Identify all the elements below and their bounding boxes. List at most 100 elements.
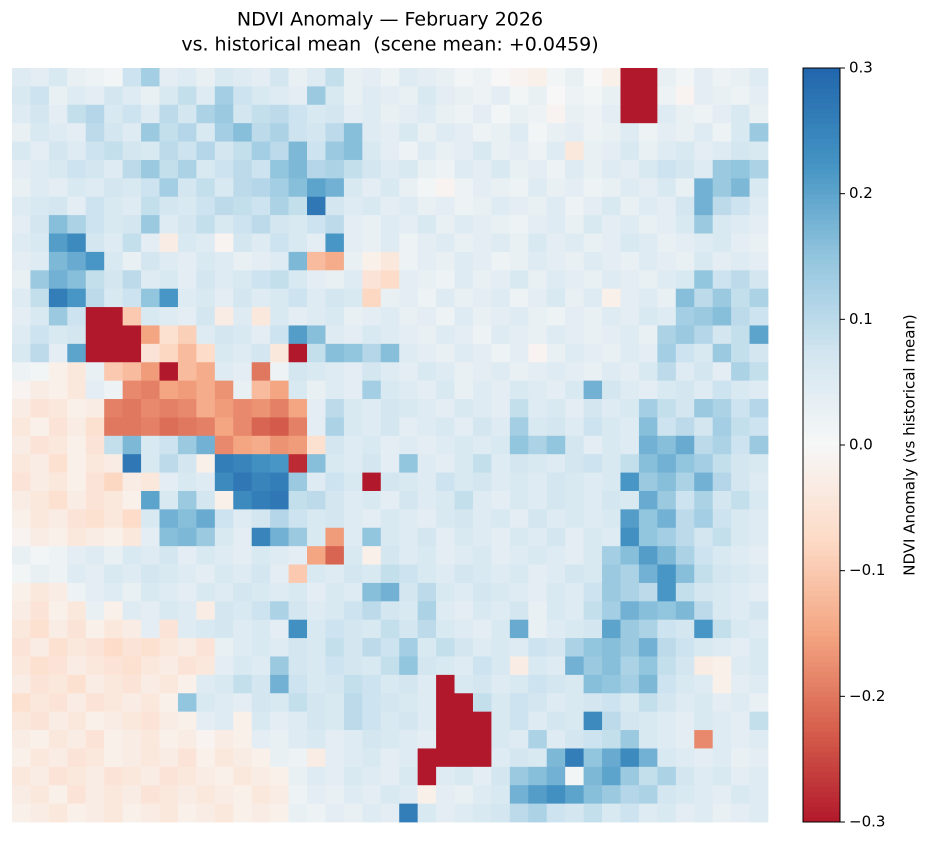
heatmap-cell xyxy=(546,711,566,731)
heatmap-cell xyxy=(270,159,289,179)
heatmap-cell xyxy=(602,674,621,694)
heatmap-cell xyxy=(214,546,234,565)
heatmap-cell xyxy=(509,178,529,198)
heatmap-cell xyxy=(380,803,400,823)
heatmap-cell xyxy=(472,490,492,510)
heatmap-cell xyxy=(343,490,363,510)
heatmap-cell xyxy=(472,251,492,271)
heatmap-cell xyxy=(177,325,197,345)
heatmap-cell xyxy=(436,748,455,768)
heatmap-cell xyxy=(380,104,400,124)
heatmap-cell xyxy=(214,638,234,657)
heatmap-cell xyxy=(380,711,400,731)
heatmap-cell xyxy=(602,803,621,823)
heatmap-cell xyxy=(159,748,179,768)
heatmap-cell xyxy=(122,215,142,234)
heatmap-cell xyxy=(233,546,253,565)
heatmap-cell xyxy=(509,417,529,437)
heatmap-cell xyxy=(509,674,529,694)
heatmap-cell xyxy=(233,674,253,694)
heatmap-cell xyxy=(491,693,511,713)
heatmap-cell xyxy=(565,454,585,473)
heatmap-cell xyxy=(67,527,87,547)
heatmap-cell xyxy=(638,564,658,584)
heatmap-cell xyxy=(159,270,179,290)
heatmap-cell xyxy=(141,674,160,694)
heatmap-cell xyxy=(214,215,234,234)
heatmap-cell xyxy=(307,748,326,768)
heatmap-cell xyxy=(251,251,271,271)
heatmap-cell xyxy=(454,582,474,602)
heatmap-cell xyxy=(307,123,326,142)
heatmap-cell xyxy=(141,748,160,768)
heatmap-cell xyxy=(233,270,253,290)
heatmap-cell xyxy=(731,362,750,382)
heatmap-cell xyxy=(270,638,289,657)
heatmap-cell xyxy=(509,564,529,584)
heatmap-cell xyxy=(472,730,492,749)
heatmap-cell xyxy=(509,159,529,179)
heatmap-cell xyxy=(307,159,326,179)
heatmap-cell xyxy=(177,619,197,639)
heatmap-cell xyxy=(307,380,326,400)
heatmap-cell xyxy=(657,490,677,510)
heatmap-cell xyxy=(270,748,289,768)
heatmap-cell xyxy=(436,564,455,584)
heatmap-cell xyxy=(528,215,548,234)
heatmap-cell xyxy=(380,159,400,179)
heatmap-cell xyxy=(602,546,621,565)
heatmap-cell xyxy=(270,509,289,529)
heatmap-cell xyxy=(509,656,529,676)
colorbar-segment xyxy=(803,801,840,808)
heatmap-cell xyxy=(85,527,105,547)
heatmap-cell xyxy=(12,380,31,400)
heatmap-cell xyxy=(454,251,474,271)
heatmap-cell xyxy=(749,638,769,657)
heatmap-cell xyxy=(141,178,160,198)
heatmap-cell xyxy=(694,141,714,161)
heatmap-cell xyxy=(141,435,160,455)
colorbar-segment xyxy=(803,661,840,667)
heatmap-cell xyxy=(67,472,87,492)
heatmap-cell xyxy=(380,68,400,87)
heatmap-cell xyxy=(343,785,363,805)
heatmap-cell xyxy=(712,270,732,290)
heatmap-cell xyxy=(380,619,400,639)
heatmap-cell xyxy=(30,380,50,400)
heatmap-cell xyxy=(270,674,289,694)
heatmap-cell xyxy=(233,638,253,657)
heatmap-cell xyxy=(159,196,179,216)
heatmap-cell xyxy=(48,380,68,400)
heatmap-cell xyxy=(583,362,603,382)
heatmap-cell xyxy=(546,251,566,271)
heatmap-cell xyxy=(712,766,732,786)
heatmap-cell xyxy=(436,159,455,179)
heatmap-cell xyxy=(472,674,492,694)
heatmap-cell xyxy=(196,86,216,106)
heatmap-cell xyxy=(85,674,105,694)
colorbar-segment xyxy=(803,490,840,496)
heatmap-cell xyxy=(288,693,308,713)
colorbar-segment xyxy=(803,93,840,99)
heatmap-cell xyxy=(657,159,677,179)
heatmap-cell xyxy=(417,233,437,253)
heatmap-cell xyxy=(104,123,124,142)
heatmap-cell xyxy=(583,68,603,87)
colorbar-segment xyxy=(803,319,840,325)
colorbar-segment xyxy=(803,465,840,471)
heatmap-cell xyxy=(675,674,695,694)
colorbar-segment xyxy=(803,761,840,768)
heatmap-cell xyxy=(288,362,308,382)
heatmap-cell xyxy=(417,270,437,290)
heatmap-cell xyxy=(731,417,750,437)
heatmap-cell xyxy=(214,693,234,713)
heatmap-cell xyxy=(288,601,308,621)
colorbar-segment xyxy=(803,636,840,642)
heatmap-cell xyxy=(214,435,234,455)
heatmap-cell xyxy=(583,509,603,529)
heatmap-cell xyxy=(30,178,50,198)
heatmap-cell xyxy=(436,399,455,418)
heatmap-cell xyxy=(399,785,419,805)
heatmap-cell xyxy=(159,399,179,418)
heatmap-cell xyxy=(546,619,566,639)
